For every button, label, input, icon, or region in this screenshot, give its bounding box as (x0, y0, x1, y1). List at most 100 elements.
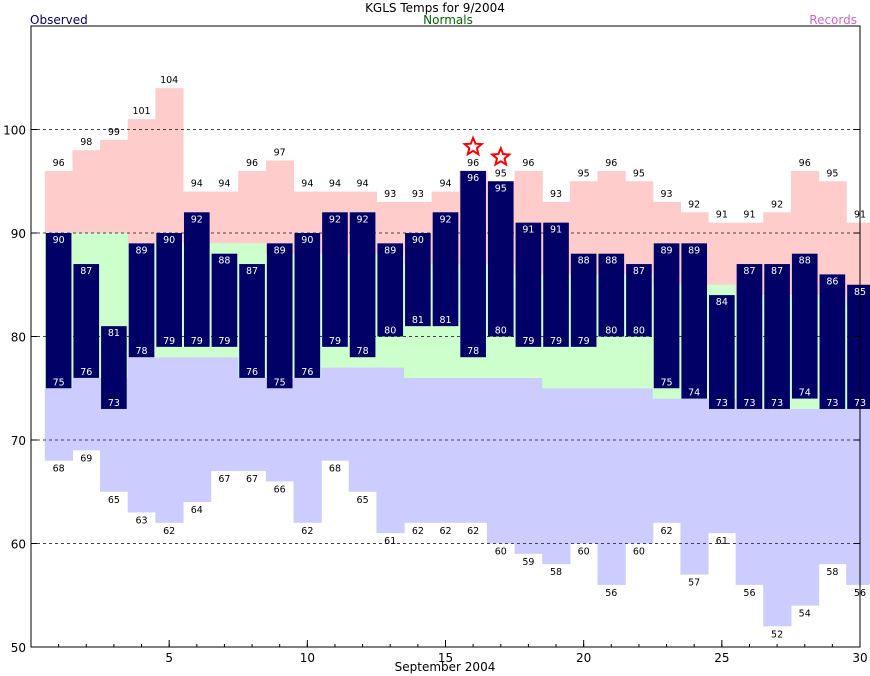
observed-low-label: 75 (274, 377, 286, 388)
observed-low-label: 80 (384, 326, 396, 337)
record-low-band (514, 377, 543, 554)
value-labels: 96 68 90 75 98 69 87 76 99 65 81 73 101 63 89 78 104 62 90… (53, 75, 866, 640)
record-low-band (542, 388, 571, 565)
record-low-band (763, 408, 792, 627)
observed-high-label: 92 (191, 214, 203, 225)
observed-low-label: 79 (218, 336, 230, 347)
record-high-label: 91 (716, 210, 728, 221)
observed-bar (819, 274, 846, 409)
record-low-band (459, 377, 488, 523)
record-high-label: 104 (160, 75, 178, 86)
record-high-label: 96 (799, 158, 811, 169)
record-low-band (348, 367, 378, 492)
record-low-label: 63 (135, 515, 147, 526)
record-low-label: 67 (218, 474, 230, 485)
record-low-band (265, 377, 295, 482)
record-low-band (182, 357, 212, 503)
observed-high-label: 90 (163, 235, 175, 246)
observed-high-label: 89 (135, 245, 147, 256)
observed-low-label: 73 (771, 398, 783, 409)
record-low-band (569, 388, 599, 544)
legend-normals: Normals (423, 13, 473, 27)
record-high-band (265, 160, 295, 254)
record-star-icon (462, 135, 485, 157)
record-low-label: 56 (743, 588, 755, 599)
observed-bar (432, 212, 459, 327)
record-high-label: 92 (688, 199, 700, 210)
observed-high-label: 87 (771, 266, 783, 277)
observed-bar (653, 243, 680, 389)
observed-bar (156, 233, 182, 347)
observed-high-label: 90 (412, 235, 424, 246)
record-low-label: 66 (274, 484, 286, 495)
observed-bar (183, 212, 210, 347)
record-high-label: 95 (633, 168, 645, 179)
record-low-label: 61 (384, 536, 396, 547)
observed-high-label: 91 (522, 225, 534, 236)
record-high-label: 96 (522, 158, 534, 169)
chart-title: KGLS Temps for 9/2004 (365, 1, 505, 15)
axes: 50 60 70 80 90 100 5 10 15 20 25 30 (3, 124, 868, 666)
observed-high-label: 90 (301, 235, 313, 246)
record-low-band (404, 377, 433, 523)
record-low-label: 62 (467, 526, 479, 537)
record-low-label: 61 (716, 536, 728, 547)
record-low-label: 62 (412, 526, 424, 537)
observed-high-label: 95 (495, 183, 507, 194)
record-low-label: 57 (688, 578, 700, 589)
observed-low-label: 75 (53, 377, 65, 388)
record-low-band (210, 357, 239, 472)
observed-low-label: 75 (661, 377, 673, 388)
observed-high-label: 81 (108, 328, 120, 339)
record-stars (462, 135, 512, 167)
observed-bar (460, 170, 486, 358)
record-high-band (127, 119, 156, 244)
observed-high-label: 84 (716, 297, 728, 308)
record-low-band (846, 408, 870, 585)
record-low-band (818, 408, 847, 565)
observed-bar (543, 222, 569, 347)
record-low-label: 68 (329, 464, 341, 475)
y-tick-label: 60 (11, 538, 26, 552)
record-low-band (44, 388, 74, 461)
record-high-label: 93 (412, 189, 424, 200)
observed-low-label: 78 (467, 346, 479, 357)
observed-bar (294, 233, 321, 378)
observed-high-label: 89 (274, 245, 286, 256)
observed-high-label: 89 (688, 245, 700, 256)
x-tick-label: 10 (300, 651, 315, 665)
record-high-label: 94 (191, 179, 203, 190)
record-high-label: 101 (132, 106, 150, 117)
observed-low-label: 79 (522, 336, 534, 347)
observed-high-label: 92 (357, 214, 369, 225)
observed-high-label: 88 (578, 256, 590, 267)
record-high-label: 95 (578, 168, 590, 179)
legend-observed: Observed (30, 13, 88, 27)
record-low-band (293, 377, 322, 523)
record-low-label: 62 (301, 526, 313, 537)
y-tick-label: 90 (11, 227, 26, 241)
x-tick-label: 5 (165, 651, 173, 665)
observed-low-label: 79 (191, 336, 203, 347)
record-high-label: 94 (218, 179, 230, 190)
record-low-band (790, 408, 820, 606)
record-low-band (321, 367, 350, 461)
record-high-band (708, 222, 737, 285)
observed-low-label: 79 (578, 336, 590, 347)
observed-bar (791, 253, 818, 399)
observed-bar (570, 253, 597, 347)
record-low-label: 62 (661, 526, 673, 537)
observed-bar (73, 264, 100, 378)
record-low-band (625, 388, 654, 544)
observed-high-label: 90 (53, 235, 65, 246)
observed-low-label: 78 (135, 346, 147, 357)
x-tick-label: 20 (576, 651, 591, 665)
record-low-band (127, 357, 156, 513)
record-low-band (72, 377, 101, 451)
observed-low-label: 73 (716, 398, 728, 409)
record-low-band (486, 377, 516, 544)
observed-bar (377, 243, 404, 337)
observed-low-label: 78 (357, 346, 369, 357)
record-high-label: 93 (384, 189, 396, 200)
x-tick-label: 25 (714, 651, 729, 665)
